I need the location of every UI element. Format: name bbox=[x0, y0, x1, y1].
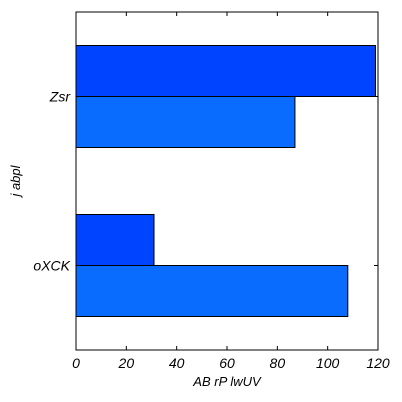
bar-Zsr-series-2 bbox=[75, 96, 296, 148]
bar-oXCK-series-2 bbox=[75, 265, 349, 317]
x-tick-label: 60 bbox=[219, 355, 235, 371]
bar-oXCK-series-1 bbox=[75, 214, 155, 266]
y-tick-label: oXCK bbox=[33, 258, 70, 274]
x-tick-label: 20 bbox=[118, 355, 135, 371]
y-axis-label: j abpl bbox=[8, 164, 23, 198]
x-tick-label: 80 bbox=[270, 355, 286, 371]
x-tick-label: 100 bbox=[316, 355, 340, 371]
x-tick-label: 0 bbox=[72, 355, 80, 371]
x-tick-label: 120 bbox=[366, 355, 390, 371]
x-axis-label: AB rP lwUV bbox=[192, 374, 262, 389]
bars-group bbox=[75, 45, 376, 317]
bar-Zsr-series-1 bbox=[75, 45, 376, 97]
y-axis-ticks: Zsr oXCK bbox=[33, 89, 378, 274]
y-tick-label: Zsr bbox=[49, 89, 72, 105]
x-tick-label: 40 bbox=[169, 355, 185, 371]
x-axis-ticks: 0 20 40 60 80 100 120 bbox=[72, 12, 390, 371]
